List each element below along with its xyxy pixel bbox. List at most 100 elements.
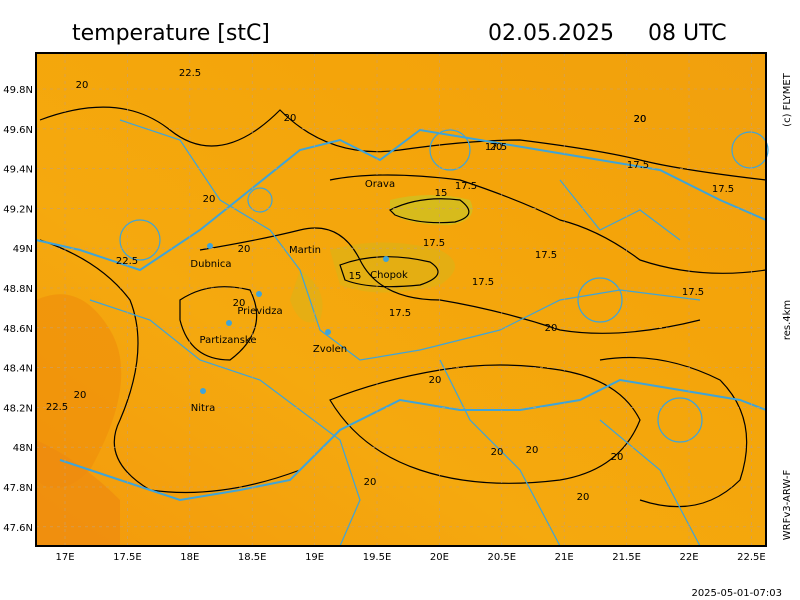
contour-label: 17.5 [535,250,557,261]
map-area: 20 22.5 20 20 20 20 17.5 17.5 15 17.5 17.5 15 17.5 17… [35,53,769,547]
longitude-label: 22.5E [737,552,766,563]
latitude-label: 48.4N [3,364,33,375]
airspace [577,277,623,323]
longitude-label: 18.5E [238,552,267,563]
airspace [731,131,769,169]
city-label: Martin [289,245,321,256]
contour-label: 17.5 [682,287,704,298]
warm-area [36,294,122,488]
airspace [247,187,273,213]
contour-label: 17.5 [712,184,734,195]
latitude-label: 49.2N [3,204,33,215]
model: WRFv3-ARW-F [782,470,793,541]
longitude-label: 19E [305,552,324,563]
latitude-label: 48.8N [3,284,33,295]
latitude-label: 47.8N [3,483,33,494]
city-dot [200,388,206,394]
contours [39,106,767,508]
region-border [439,179,701,547]
city-dot [325,329,331,335]
longitude-label: 20E [430,552,449,563]
contour-label: 20 [611,452,624,463]
contour-label: 20 [284,113,297,124]
title: temperature [stC] [72,21,270,46]
city-label: Chopok [370,270,408,281]
contour-label: 17.5 [627,160,649,171]
cool-area [290,270,323,323]
contour-label: 20 [238,244,251,255]
contour-label: 17.5 [423,238,445,249]
contour-label: 17.5 [389,308,411,319]
contour-label: 22.5 [46,402,68,413]
contour-label: 20 [634,114,647,125]
contour-label: 20 [429,375,442,386]
contour [39,106,767,181]
contour-label: 20 [76,80,89,91]
contour [339,256,439,288]
airspace [119,219,161,261]
contour [199,227,701,334]
region-border [119,119,701,361]
temperature-field [36,53,766,546]
longitude-label: 19.5E [363,552,392,563]
contour-label: 20 [74,390,87,401]
city-dot [383,256,389,262]
contour-label: 22.5 [179,68,201,79]
contour-label: 20 [526,445,539,456]
resolution: res.4km [782,300,793,340]
longitude-label: 22E [679,552,698,563]
contour [39,239,301,494]
latitude-label: 48.6N [3,324,33,335]
borders [35,119,769,547]
contour [329,174,767,274]
city-label: Nitra [191,403,215,414]
latitude-label: 47.6N [3,523,33,534]
timestamp: 2025-05-01-07:03 [691,588,782,599]
contour-label: 15 [349,271,362,282]
contour-label: 20 [203,194,216,205]
country-border [59,378,767,502]
country-border [35,128,767,272]
contour-label: 15 [435,188,448,199]
city-label: Orava [365,179,395,190]
map-frame [35,52,767,547]
copyright: (c) FLYMET [782,72,793,127]
contour-label: 17.5 [455,181,477,192]
contour [179,286,258,361]
contour-label: 22.5 [116,256,138,267]
latitude-label: 49N [13,244,33,255]
contour-label: 20 [634,114,647,125]
city-dot [226,320,232,326]
contour [388,198,470,224]
contour-label: 20 [364,477,377,488]
contour-label: 20 [233,298,246,309]
longitude-label: 17E [55,552,74,563]
contour-label: 17.5 [472,277,494,288]
longitude-label: 20.5E [488,552,517,563]
cool-area [330,242,455,293]
longitude-label: 21E [555,552,574,563]
contour [599,356,748,508]
longitude-label: 18E [180,552,199,563]
contour-label: 20 [577,492,590,503]
latitude-label: 48N [13,443,33,454]
latitude-label: 49.8N [3,85,33,96]
city-label: Prievidza [237,306,282,317]
contour-label: 20 [491,447,504,458]
contour-label: 20 [490,142,503,153]
warm-area [36,440,120,546]
latitude-label: 48.2N [3,403,33,414]
airspace [429,129,471,171]
city-dots [200,243,389,394]
airspace [657,397,703,443]
contour [329,364,641,484]
latitude-label: 49.4N [3,165,33,176]
contour-label: 20 [545,323,558,334]
latitude-label: 49.6N [3,125,33,136]
longitude-label: 17.5E [113,552,142,563]
city-label: Dubnica [190,259,231,270]
region-border [89,299,361,547]
city-dot [256,291,262,297]
longitude-label: 21.5E [612,552,641,563]
